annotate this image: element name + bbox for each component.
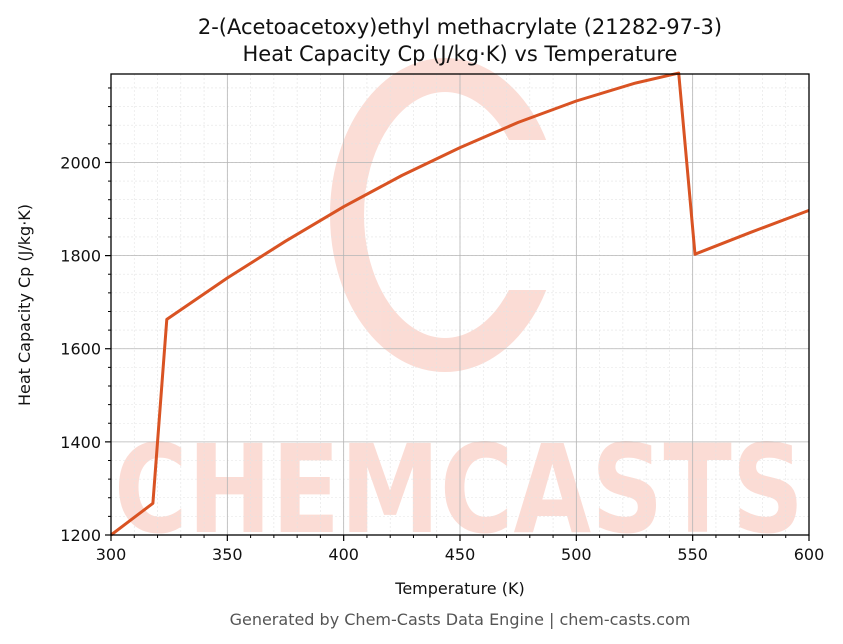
x-tick-label: 400 — [328, 545, 359, 564]
x-tick-label: 550 — [677, 545, 708, 564]
y-tick-label: 1600 — [60, 340, 101, 359]
y-tick-label: 2000 — [60, 153, 101, 172]
watermark-logo — [330, 58, 580, 372]
y-tick-label: 1800 — [60, 247, 101, 266]
x-axis-label: Temperature (K) — [394, 579, 524, 598]
chart-title: 2-(Acetoacetoxy)ethyl methacrylate (2128… — [198, 15, 722, 39]
x-tick-label: 350 — [212, 545, 243, 564]
y-axis-label: Heat Capacity Cp (J/kg·K) — [15, 204, 34, 406]
y-axis: 1200 1400 1600 1800 2000 — [60, 87, 111, 545]
x-tick-label: 450 — [445, 545, 476, 564]
footer-credit: Generated by Chem-Casts Data Engine | ch… — [230, 610, 691, 629]
x-tick-label: 300 — [96, 545, 127, 564]
x-tick-label: 600 — [794, 545, 825, 564]
x-axis: 300 350 400 450 500 550 600 — [96, 535, 825, 564]
series-line — [110, 71, 810, 537]
y-tick-label: 1400 — [60, 433, 101, 452]
watermark-text: CHEMCASTS — [114, 419, 804, 561]
watermark: CHEMCASTS — [114, 58, 804, 561]
y-tick-label: 1200 — [60, 526, 101, 545]
x-tick-label: 500 — [561, 545, 592, 564]
chart-subtitle: Heat Capacity Cp (J/kg·K) vs Temperature — [243, 42, 678, 66]
